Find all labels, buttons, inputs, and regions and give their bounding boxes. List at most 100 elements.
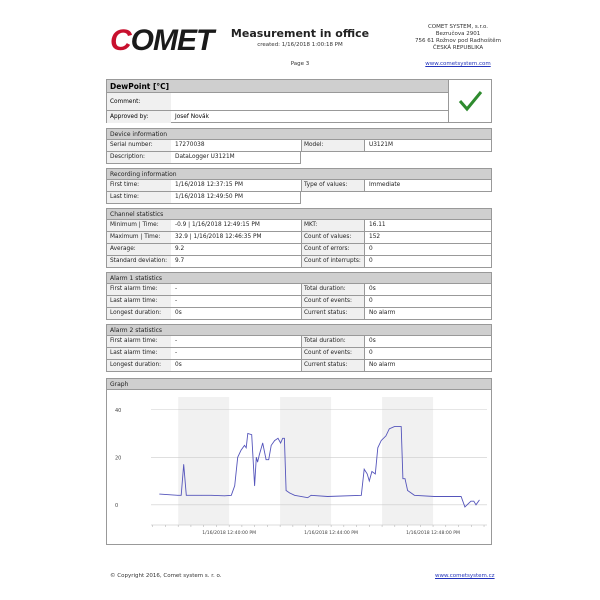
field-value: 9.7 (175, 258, 185, 264)
data-point (224, 495, 225, 497)
data-point (284, 437, 285, 439)
field-label: Count of interrupts: (304, 258, 361, 264)
data-point (257, 461, 258, 463)
field-value: 152 (369, 234, 381, 240)
field-label: Maximum | Time: (110, 234, 161, 240)
created-date: created: 1/16/2018 1:00:18 PM (257, 42, 343, 48)
field-label: Count of events: (304, 350, 352, 356)
company-name: COMET SYSTEM, s.r.o. (427, 24, 489, 30)
field-label: Serial number: (110, 142, 153, 148)
field-value: 0 (369, 298, 373, 304)
data-point (479, 499, 480, 501)
data-point (251, 434, 252, 436)
data-point (470, 500, 472, 502)
field-label: Current status: (304, 310, 348, 316)
x-tick-label: 1/16/2018 12:48:00 PM (406, 530, 460, 536)
table-row: Longest duration: 0s Current status: No … (106, 360, 492, 372)
data-point (369, 480, 370, 482)
shaded-band (280, 397, 332, 525)
data-point (270, 445, 272, 446)
data-point (389, 428, 390, 430)
field-value: No alarm (369, 362, 396, 368)
channel-header: DewPoint [°C] Comment: Approved by: Jose… (106, 79, 449, 123)
table-row: First alarm time: - Total duration: 0s (106, 336, 492, 348)
data-point (366, 473, 368, 475)
data-point (460, 496, 462, 497)
data-point (294, 494, 295, 496)
approved-label: Approved by: (110, 114, 149, 120)
comment-row: Comment: (107, 93, 448, 111)
data-point (268, 459, 269, 460)
field-label: MKT: (304, 222, 318, 228)
field-value: - (175, 338, 178, 344)
table-row: Maximum | Time: 32.9 | 1/16/2018 12:46:3… (106, 232, 492, 244)
section-header: Device information (106, 128, 492, 140)
table-row: First time: 1/16/2018 12:37:15 PM Type o… (106, 180, 492, 192)
data-point (289, 492, 290, 494)
data-point (244, 445, 245, 446)
data-point (262, 442, 264, 444)
data-point (407, 490, 408, 491)
table-row: Longest duration: 0s Current status: No … (106, 308, 492, 320)
shaded-band (178, 397, 230, 525)
field-label: Longest duration: (110, 362, 162, 368)
data-point (177, 494, 179, 496)
data-point (371, 471, 373, 472)
field-value: 0s (369, 286, 376, 292)
table-row: Last time: 1/16/2018 12:49:50 PM (106, 192, 301, 204)
field-label: Total duration: (304, 338, 346, 344)
data-point (394, 426, 395, 427)
field-value: - (175, 298, 178, 304)
field-value: Immediate (369, 182, 401, 188)
data-point (380, 440, 382, 441)
x-tick-label: 1/16/2018 12:40:00 PM (202, 530, 256, 536)
data-point (414, 494, 415, 496)
section-header: Recording information (106, 168, 492, 180)
graph-panel: 40 20 0 1/16/2018 12:40:00 PM 1/16/2018 12:4… (106, 389, 492, 545)
data-point (277, 437, 279, 439)
data-point (404, 478, 406, 479)
footer-website-link[interactable]: www.cometsystem.cz (435, 573, 495, 579)
data-point (310, 494, 312, 496)
table-row: Description: DataLogger U3121M (106, 152, 301, 164)
report-title: Measurement in office (230, 27, 370, 40)
data-point (385, 435, 387, 437)
field-label: Longest duration: (110, 310, 162, 316)
table-row: Serial number: 17270038 Model: U3121M (106, 140, 492, 152)
table-row: Standard deviation: 9.7 Count of interru… (106, 256, 492, 268)
data-point (307, 497, 309, 498)
field-label: First alarm time: (110, 338, 158, 344)
field-label: Last alarm time: (110, 350, 158, 356)
company-website-link[interactable]: www.cometsystem.com (425, 61, 491, 67)
field-value: 17270038 (175, 142, 205, 148)
status-box (448, 79, 492, 123)
data-point (259, 454, 260, 456)
field-label: Count of errors: (304, 246, 350, 252)
graph-header: Graph (106, 378, 492, 390)
data-point (245, 447, 247, 449)
section-header: Channel statistics (106, 208, 492, 220)
company-street: Bezručova 2901 (435, 31, 481, 37)
field-value: 1/16/2018 12:49:50 PM (175, 194, 243, 200)
section-header: Alarm 2 statistics (106, 324, 492, 336)
data-point (377, 447, 379, 449)
x-tick-label: 1/16/2018 12:44:00 PM (304, 530, 358, 536)
data-point (473, 500, 475, 502)
data-point (185, 494, 187, 496)
field-label: Type of values: (304, 182, 348, 188)
data-point (159, 493, 160, 495)
data-point (240, 449, 242, 451)
table-row: Minimum | Time: -0.9 | 1/16/2018 12:49:1… (106, 220, 492, 232)
data-point (434, 496, 435, 497)
field-label: Model: (304, 142, 324, 148)
section-header: Alarm 1 statistics (106, 272, 492, 284)
field-label: First time: (110, 182, 140, 188)
field-value: 0s (369, 338, 376, 344)
field-value: 0s (175, 310, 182, 316)
data-point (183, 464, 185, 465)
data-point (247, 433, 249, 434)
data-point (464, 506, 466, 508)
data-point (360, 494, 362, 496)
data-point (363, 468, 365, 470)
dewpoint-series-line (159, 426, 480, 508)
